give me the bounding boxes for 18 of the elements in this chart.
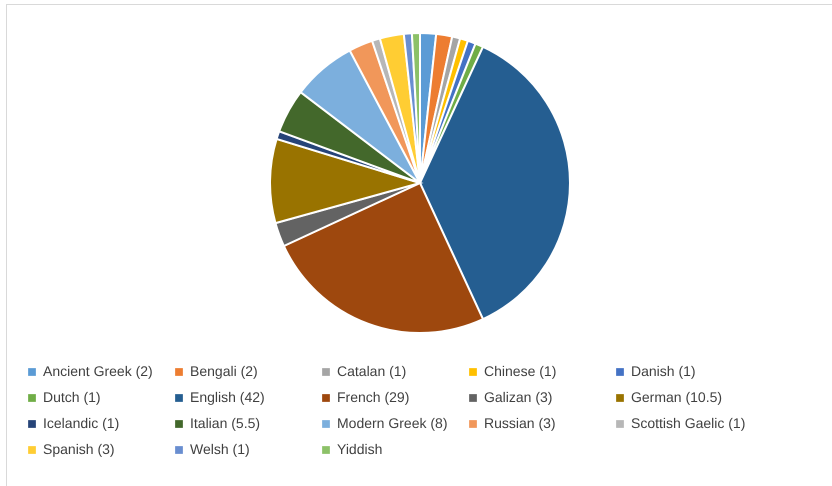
legend-label: Dutch (1) <box>43 389 101 405</box>
legend-label: Spanish (3) <box>43 441 115 457</box>
legend-label: Welsh (1) <box>190 441 250 457</box>
legend-label: Italian (5.5) <box>190 415 260 431</box>
legend-label: Chinese (1) <box>484 363 556 379</box>
legend-label: Danish (1) <box>631 363 696 379</box>
legend-label: Icelandic (1) <box>43 415 120 431</box>
legend-label: German (10.5) <box>631 389 722 405</box>
legend-label: French (29) <box>337 389 410 405</box>
legend-label: Ancient Greek (2) <box>43 363 153 379</box>
legend-label: English (42) <box>190 389 265 405</box>
legend-label: Yiddish <box>337 441 382 457</box>
legend-label: Modern Greek (8) <box>337 415 448 431</box>
legend-label: Russian (3) <box>484 415 556 431</box>
legend-label: Catalan (1) <box>337 363 406 379</box>
legend-label: Scottish Gaelic (1) <box>631 415 746 431</box>
legend-label: Bengali (2) <box>190 363 258 379</box>
legend-label: Galizan (3) <box>484 389 552 405</box>
